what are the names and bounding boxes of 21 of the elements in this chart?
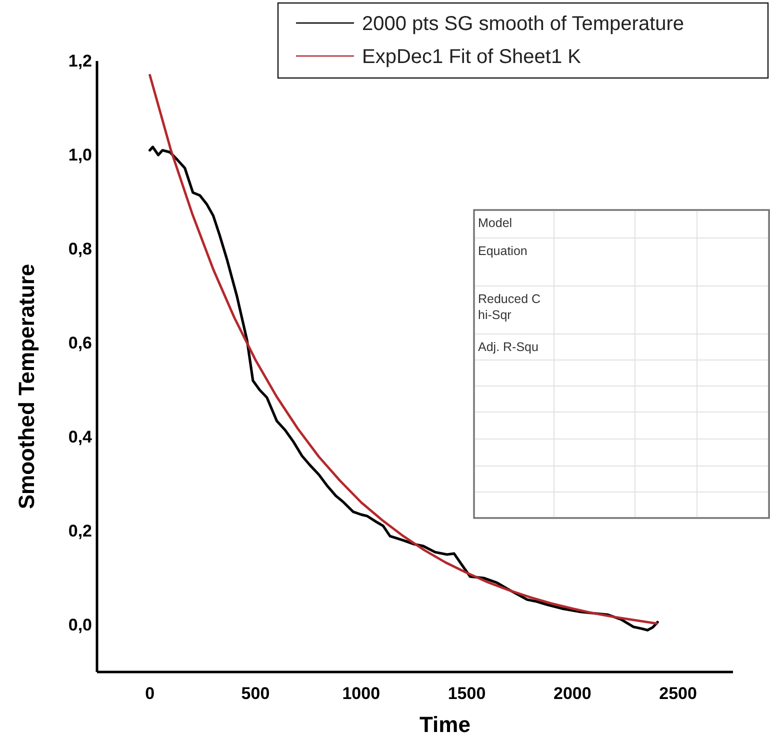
- annotation: Model: [478, 216, 512, 230]
- y-tick-label: 0,2: [68, 522, 92, 540]
- x-tick-label: 2000: [554, 684, 592, 703]
- y-tick-label: 1,2: [68, 52, 92, 70]
- y-tick-label: 0,0: [68, 616, 92, 634]
- x-tick-label: 1500: [448, 684, 486, 703]
- y-axis-title: Smoothed Temperature: [14, 264, 39, 510]
- x-tick-label: 0: [145, 684, 155, 703]
- annotation: Equation: [478, 244, 528, 258]
- y-tick-label: 0,4: [68, 428, 93, 446]
- y-tick-label: 1,0: [68, 146, 92, 164]
- y-tick-label: 0,6: [68, 334, 92, 352]
- x-tick-label: 500: [241, 684, 270, 703]
- annotation: Adj. R-Squ: [478, 340, 538, 354]
- x-tick-label: 1000: [342, 684, 380, 703]
- annotation: Reduced C hi-Sqr: [478, 292, 541, 322]
- legend-label: ExpDec1 Fit of Sheet1 K: [362, 46, 582, 68]
- y-tick-label: 0,8: [68, 240, 92, 258]
- legend-label: 2000 pts SG smooth of Temperature: [362, 13, 684, 35]
- x-tick-label: 2500: [659, 684, 697, 703]
- x-axis-title: Time: [420, 712, 470, 737]
